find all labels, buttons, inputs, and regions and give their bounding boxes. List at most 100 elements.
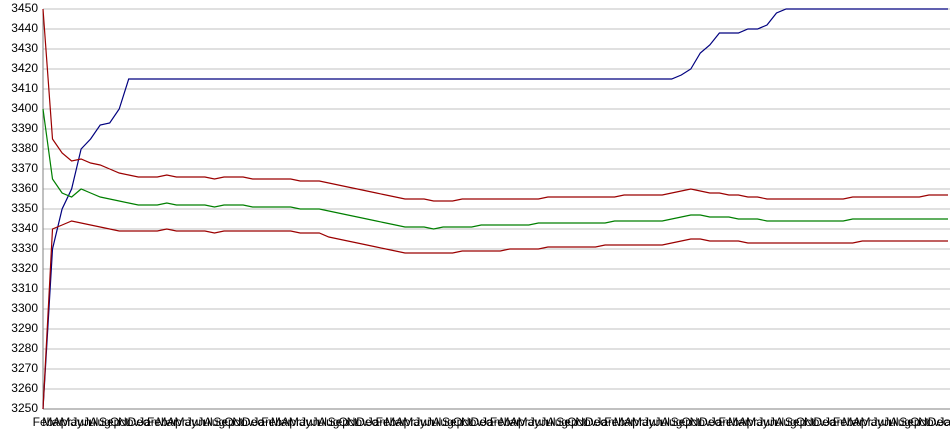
y-tick-label: 3360: [11, 181, 38, 195]
x-tick-label: Feb: [833, 415, 854, 429]
x-tick-label: Apr: [624, 415, 643, 429]
x-tick-label: Jan: [367, 415, 386, 429]
x-tick-label: Apr: [853, 415, 872, 429]
x-tick-label: Jun: [414, 415, 433, 429]
x-tick-label: May: [403, 415, 426, 429]
x-tick-label: Dec: [242, 415, 263, 429]
x-tick-label: Jan: [710, 415, 729, 429]
x-tick-label: Jul: [312, 415, 327, 429]
x-tick-label: Apr: [510, 415, 529, 429]
x-tick-label: May: [860, 415, 883, 429]
y-tick-label: 3450: [11, 1, 38, 15]
y-tick-label: 3340: [11, 221, 38, 235]
x-tick-label: Jul: [83, 415, 98, 429]
x-tick-label: Oct: [224, 415, 243, 429]
y-tick-label: 3290: [11, 321, 38, 335]
y-tick-label: 3270: [11, 361, 38, 375]
x-tick-label: Jul: [197, 415, 212, 429]
x-tick-label: Sep: [442, 415, 464, 429]
x-tick-label: Nov: [804, 415, 825, 429]
x-tick-label: Oct: [567, 415, 586, 429]
x-tick-label: Aug: [890, 415, 911, 429]
x-tick-label: Nov: [232, 415, 253, 429]
x-tick-label: Apr: [739, 415, 758, 429]
x-tick-label: Nov: [575, 415, 596, 429]
y-tick-label: 3380: [11, 141, 38, 155]
x-tick-label: Feb: [376, 415, 397, 429]
x-tick-label: Oct: [910, 415, 929, 429]
x-tick-label: Jan: [824, 415, 843, 429]
x-tick-label: Jul: [655, 415, 670, 429]
x-tick-label: Feb: [604, 415, 625, 429]
x-tick-label: Jun: [300, 415, 319, 429]
x-tick-label: Dec: [356, 415, 377, 429]
x-tick-label: Dec: [128, 415, 149, 429]
x-tick-label: Jun: [872, 415, 891, 429]
y-tick-label: 3350: [11, 201, 38, 215]
x-tick-label: Jan: [938, 415, 950, 429]
x-tick-label: May: [518, 415, 541, 429]
x-tick-label: Nov: [461, 415, 482, 429]
x-tick-label: Apr: [53, 415, 72, 429]
x-tick-label: Mar: [499, 415, 520, 429]
y-tick-label: 3310: [11, 281, 38, 295]
x-tick-label: Feb: [33, 415, 54, 429]
x-tick-label: May: [632, 415, 655, 429]
x-tick-label: Dec: [471, 415, 492, 429]
x-tick-label: Aug: [318, 415, 339, 429]
x-tick-label: Mar: [42, 415, 63, 429]
x-tick-label: Nov: [690, 415, 711, 429]
x-tick-label: Mar: [614, 415, 635, 429]
series-line: [42, 108, 948, 230]
y-tick-label: 3400: [11, 101, 38, 115]
y-tick-label: 3280: [11, 341, 38, 355]
x-tick-label: Aug: [661, 415, 682, 429]
x-tick-label: Oct: [110, 415, 129, 429]
x-tick-label: Mar: [385, 415, 406, 429]
x-tick-label: Jan: [595, 415, 614, 429]
x-tick-label: Jun: [71, 415, 90, 429]
y-tick-label: 3260: [11, 381, 38, 395]
x-tick-label: Jun: [186, 415, 205, 429]
x-tick-label: May: [60, 415, 83, 429]
x-tick-label: Sep: [556, 415, 578, 429]
series-line: [42, 8, 948, 202]
y-tick-label: 3300: [11, 301, 38, 315]
x-tick-label: Sep: [328, 415, 350, 429]
x-tick-label: Nov: [918, 415, 939, 429]
x-tick-label: Dec: [699, 415, 720, 429]
x-tick-label: Sep: [213, 415, 235, 429]
x-tick-label: Apr: [281, 415, 300, 429]
x-tick-label: Jun: [643, 415, 662, 429]
x-tick-label: Jan: [252, 415, 271, 429]
x-tick-label: Aug: [547, 415, 568, 429]
series-line: [42, 8, 948, 410]
x-tick-label: Jun: [757, 415, 776, 429]
x-tick-label: Feb: [147, 415, 168, 429]
x-tick-label: Feb: [719, 415, 740, 429]
x-tick-label: Dec: [928, 415, 949, 429]
x-tick-label: Jul: [769, 415, 784, 429]
y-tick-label: 3320: [11, 261, 38, 275]
x-tick-label: May: [175, 415, 198, 429]
y-tick-label: 3410: [11, 81, 38, 95]
x-tick-label: Oct: [681, 415, 700, 429]
x-tick-label: Sep: [99, 415, 121, 429]
x-tick-label: Mar: [842, 415, 863, 429]
x-tick-label: Jul: [426, 415, 441, 429]
x-tick-label: Feb: [261, 415, 282, 429]
x-tick-label: Nov: [347, 415, 368, 429]
x-tick-label: Dec: [585, 415, 606, 429]
x-tick-label: Mar: [157, 415, 178, 429]
x-tick-label: Aug: [204, 415, 225, 429]
x-tick-label: Apr: [167, 415, 186, 429]
x-tick-label: Sep: [899, 415, 921, 429]
x-tick-label: Jan: [481, 415, 500, 429]
x-tick-label: Jul: [883, 415, 898, 429]
x-tick-label: Mar: [728, 415, 749, 429]
x-tick-label: Jun: [529, 415, 548, 429]
x-tick-label: Oct: [796, 415, 815, 429]
x-tick-label: May: [746, 415, 769, 429]
x-tick-label: Sep: [785, 415, 807, 429]
